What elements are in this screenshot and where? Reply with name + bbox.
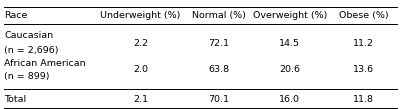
Text: Total: Total [4, 95, 26, 104]
Text: 2.2: 2.2 [133, 39, 148, 48]
Text: 70.1: 70.1 [208, 95, 229, 104]
Text: 11.2: 11.2 [353, 39, 375, 48]
Text: 14.5: 14.5 [279, 39, 300, 48]
Text: 2.0: 2.0 [133, 65, 148, 74]
Text: Race: Race [4, 11, 27, 20]
Text: Normal (%): Normal (%) [192, 11, 245, 20]
Text: 16.0: 16.0 [279, 95, 300, 104]
Text: Obese (%): Obese (%) [339, 11, 389, 20]
Text: (n = 899): (n = 899) [4, 72, 49, 81]
Text: 2.1: 2.1 [133, 95, 148, 104]
Text: 63.8: 63.8 [208, 65, 229, 74]
Text: 13.6: 13.6 [353, 65, 375, 74]
Text: Underweight (%): Underweight (%) [100, 11, 180, 20]
Text: 20.6: 20.6 [279, 65, 300, 74]
Text: African American: African American [4, 59, 86, 68]
Text: 11.8: 11.8 [353, 95, 375, 104]
Text: (n = 2,696): (n = 2,696) [4, 46, 59, 55]
Text: Overweight (%): Overweight (%) [253, 11, 327, 20]
Text: Caucasian: Caucasian [4, 32, 53, 40]
Text: 72.1: 72.1 [208, 39, 229, 48]
